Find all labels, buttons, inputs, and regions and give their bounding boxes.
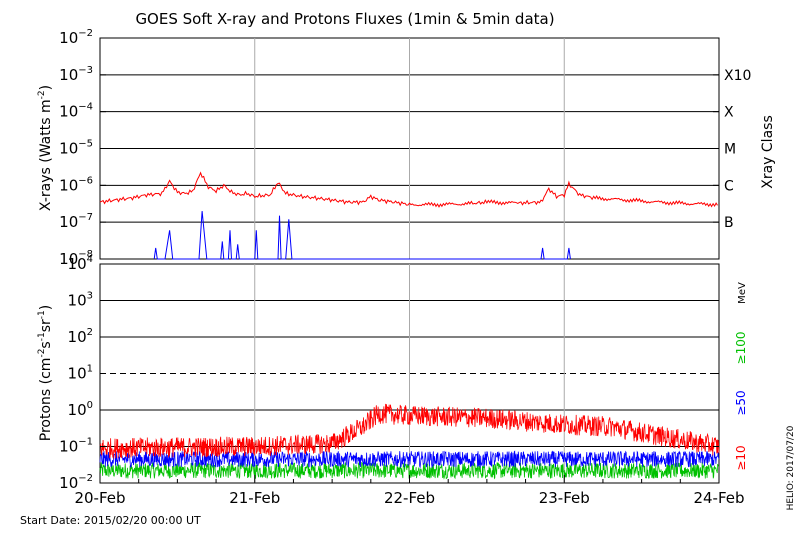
proton-y-tick-label: 10−1 [59, 437, 93, 456]
legend-ge100: ≥100 [734, 332, 748, 365]
x-axis-ticks: 20-Feb 21-Feb 22-Feb 23-Feb 24-Feb [74, 475, 745, 507]
xray-class-label: B [724, 215, 734, 231]
proton-units-label: MeV [737, 282, 748, 304]
chart-title: GOES Soft X-ray and Protons Fluxes (1min… [135, 10, 554, 28]
xray-series-line [153, 211, 571, 260]
xray-series-line [99, 171, 718, 208]
legend-ge50: ≥50 [734, 390, 748, 415]
proton-y-tick-label: 103 [68, 291, 93, 310]
xray-class-label: C [724, 178, 734, 194]
proton-y-ticks: 104 103 102 101 100 10−1 10−2 [59, 254, 719, 492]
xray-y-tick-label: 10−8 [59, 249, 93, 268]
day-gridlines [254, 38, 565, 483]
x-tick-label: 20-Feb [74, 489, 125, 507]
xray-class-labels: X10 X M C B [724, 68, 751, 231]
xray-class-label: M [724, 142, 736, 158]
x-tick-label: 24-Feb [693, 489, 744, 507]
proton-y-axis-label: Protons (cm-2s-1sr-1) [37, 305, 54, 441]
xray-y-ticks: 10−2 10−3 10−4 10−5 10−6 10−7 10−8 [59, 28, 719, 268]
legend-ge10: ≥10 [734, 445, 748, 470]
xray-y-tick-label: 10−2 [59, 28, 93, 47]
x-tick-label: 21-Feb [229, 489, 280, 507]
xray-y-axis-label: X-rays (Watts m-2) [37, 85, 54, 211]
proton-y-tick-label: 101 [68, 364, 93, 383]
xray-y-tick-label: 10−3 [59, 65, 93, 84]
xray-y-tick-label: 10−6 [59, 175, 93, 194]
proton-y-tick-label: 100 [68, 400, 93, 419]
proton-y-tick-label: 10−2 [59, 473, 93, 492]
proton-y-tick-label: 102 [68, 327, 93, 346]
proton-series-line [99, 450, 720, 469]
xray-y-tick-label: 10−4 [59, 102, 93, 121]
xray-class-axis-label: Xray Class [760, 115, 776, 189]
x-tick-label: 22-Feb [384, 489, 435, 507]
start-date-label: Start Date: 2015/02/20 00:00 UT [20, 514, 201, 527]
proton-y-tick-label: 104 [68, 254, 93, 273]
x-tick-label: 23-Feb [539, 489, 590, 507]
xray-class-label: X [724, 105, 734, 121]
credit-label: HELIO: 2017/07/20 [786, 425, 796, 510]
xray-class-label: X10 [724, 68, 751, 84]
proton-series-line [99, 403, 720, 460]
xray-y-tick-label: 10−7 [59, 212, 93, 231]
xray-series-group [99, 171, 718, 260]
xray-y-tick-label: 10−5 [59, 139, 93, 158]
